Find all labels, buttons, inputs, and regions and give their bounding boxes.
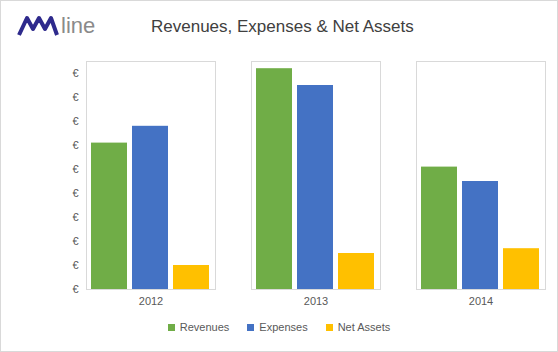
html-text:Expenses: Expenses (259, 321, 308, 333)
svg-text:€: € (72, 139, 78, 151)
svg-text:€: € (72, 211, 78, 223)
svg-text:€: € (72, 67, 78, 79)
html-text:Revenues, Expenses & Net Asset: Revenues, Expenses & Net Assets (151, 17, 414, 36)
html-text:Revenues: Revenues (179, 321, 230, 333)
svg-text:€: € (72, 91, 78, 103)
svg-text:€: € (72, 283, 78, 295)
html-text:line: line (61, 13, 96, 38)
svg-text:€: € (72, 187, 78, 199)
svg-text:€: € (72, 259, 78, 271)
svg-text:€: € (72, 163, 78, 175)
svg-text:2014: 2014 (469, 295, 493, 307)
svg-text:2013: 2013 (304, 295, 328, 307)
svg-text:€: € (72, 115, 78, 127)
svg-text:€: € (72, 235, 78, 247)
svg-text:2012: 2012 (139, 295, 163, 307)
html-text:Net Assets: Net Assets (337, 321, 391, 333)
